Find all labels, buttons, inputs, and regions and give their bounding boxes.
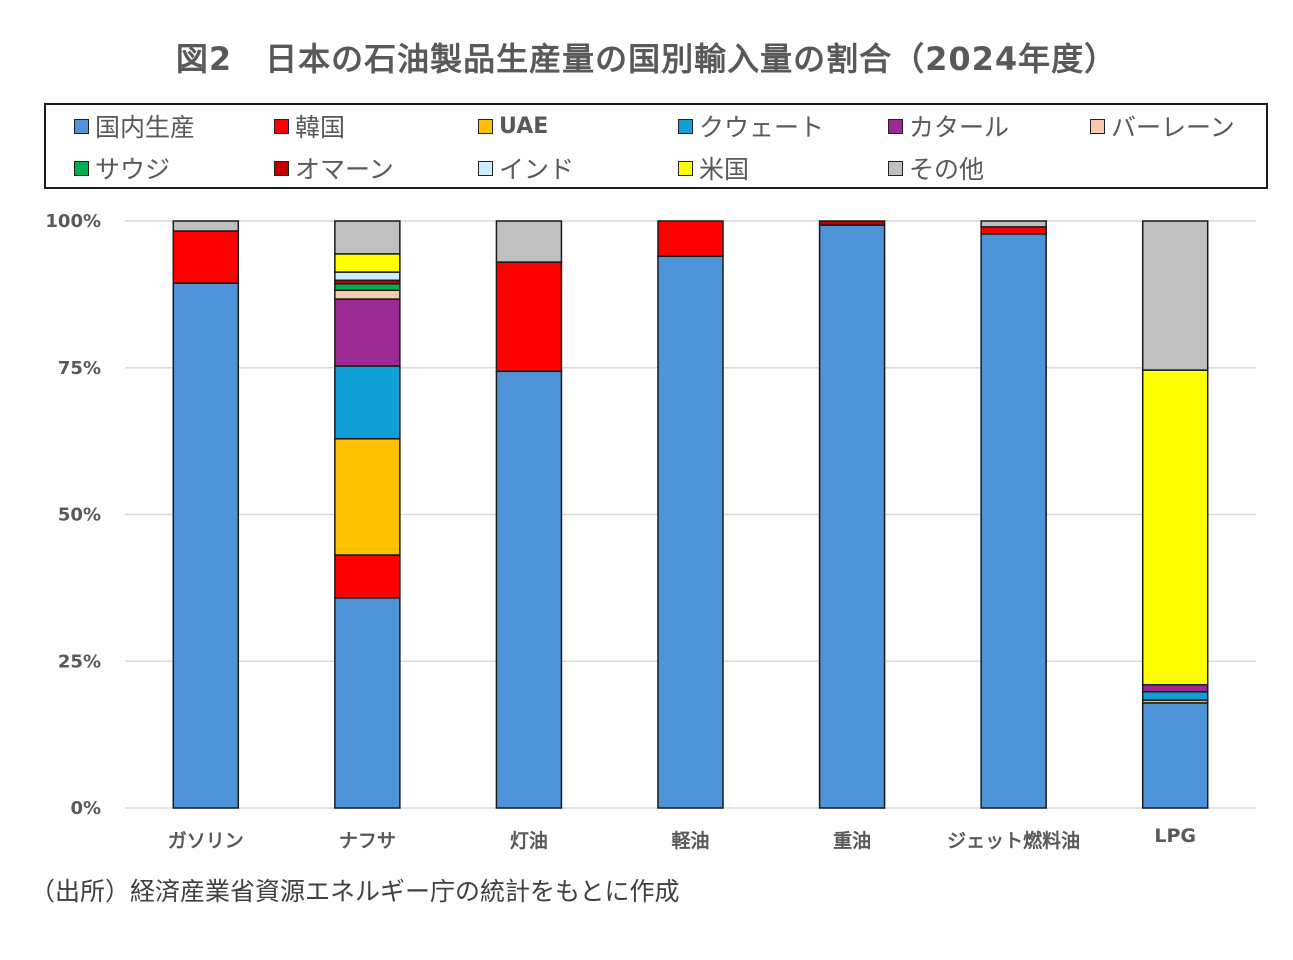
bar-segment <box>980 233 1047 809</box>
bar-segment <box>334 289 401 300</box>
bar-segment <box>818 220 886 226</box>
legend-item: UAE <box>478 111 548 141</box>
legend-label: UAE <box>499 113 549 139</box>
legend-label: その他 <box>909 155 985 184</box>
y-tick-label: 100% <box>45 211 101 232</box>
x-tick-label: ジェット燃料油 <box>947 829 1080 852</box>
legend-swatch <box>888 160 903 176</box>
legend-item: 韓国 <box>274 111 346 142</box>
legend-swatch <box>274 118 289 134</box>
x-tick-label: LPG <box>1154 825 1196 847</box>
x-tick-label: ガソリン <box>168 830 244 852</box>
bar-segment <box>172 282 240 809</box>
bar-segment <box>334 283 401 292</box>
legend-swatch <box>74 118 89 134</box>
legend-swatch <box>74 160 89 176</box>
bar-segment <box>334 554 401 599</box>
x-tick-label: 軽油 <box>671 830 709 852</box>
x-tick-label: 重油 <box>833 830 871 852</box>
legend-label: カタール <box>909 113 1010 142</box>
legend-item: バーレーン <box>1090 111 1235 142</box>
bar-segment <box>334 253 401 273</box>
legend-swatch <box>888 118 903 134</box>
legend-label: 国内生産 <box>95 113 196 142</box>
legend-item: 国内生産 <box>74 111 196 142</box>
legend-item: カタール <box>888 111 1010 142</box>
bar-segment <box>495 370 563 809</box>
chart-plot: 0% 25% 50% 75% 100% ガソリン ナフサ 灯油 軽油 重油 ジェット燃料油 LPG <box>45 211 1256 852</box>
bar-segment <box>818 224 886 809</box>
legend: 国内生産 韓国 UAE クウェート カタール バーレーンサウジ オマーン インド 米国 その他 <box>44 103 1268 189</box>
bar-segment <box>495 261 563 373</box>
legend-label: バーレーン <box>1111 113 1235 142</box>
bar-segment <box>1141 691 1209 701</box>
legend-item: オマーン <box>274 153 394 184</box>
legend-swatch <box>678 160 693 176</box>
legend-swatch <box>678 118 693 134</box>
legend-label: オマーン <box>295 155 394 184</box>
y-tick-label: 50% <box>58 505 101 526</box>
legend-swatch <box>478 160 493 176</box>
bar-segment <box>334 597 401 809</box>
legend-label: 韓国 <box>295 113 346 142</box>
bar-segment <box>334 298 401 367</box>
bar-segment <box>1141 683 1209 693</box>
legend-swatch <box>274 160 289 176</box>
bar-segment <box>334 438 401 556</box>
legend-swatch <box>1090 118 1105 134</box>
x-tick-label: ナフサ <box>339 830 396 852</box>
bar-segment <box>334 365 401 440</box>
chart-title: 図2 日本の石油製品生産量の国別輸入量の割合（2024年度） <box>175 40 1118 78</box>
legend-item: クウェート <box>678 111 825 142</box>
bar-segment <box>495 220 563 263</box>
bar-segment <box>980 226 1047 235</box>
source-note: （出所）経済産業省資源エネルギー庁の統計をもとに作成 <box>30 877 680 906</box>
bar-segment <box>980 220 1047 228</box>
legend-swatch <box>478 118 493 134</box>
legend-label: クウェート <box>699 113 825 142</box>
bar-segment <box>1141 369 1209 686</box>
legend-label: サウジ <box>95 155 171 184</box>
legend-label: インド <box>499 155 575 184</box>
bar-segment <box>1141 702 1209 809</box>
legend-item: 米国 <box>678 153 750 184</box>
x-tick-label: 灯油 <box>510 830 548 852</box>
legend-item: サウジ <box>74 153 171 184</box>
bar-segment <box>172 230 240 284</box>
y-tick-label: 0% <box>70 798 101 819</box>
legend-item: インド <box>478 153 575 184</box>
legend-item: その他 <box>888 153 985 184</box>
y-tick-label: 25% <box>58 651 101 672</box>
bar-segment <box>1141 220 1209 371</box>
bar-segment <box>334 271 401 282</box>
bar-segment <box>172 220 240 232</box>
bar-segment <box>657 220 724 257</box>
bar-segment <box>657 255 724 809</box>
y-tick-label: 75% <box>58 358 101 379</box>
legend-label: 米国 <box>699 155 750 184</box>
bar-segment <box>334 220 401 255</box>
